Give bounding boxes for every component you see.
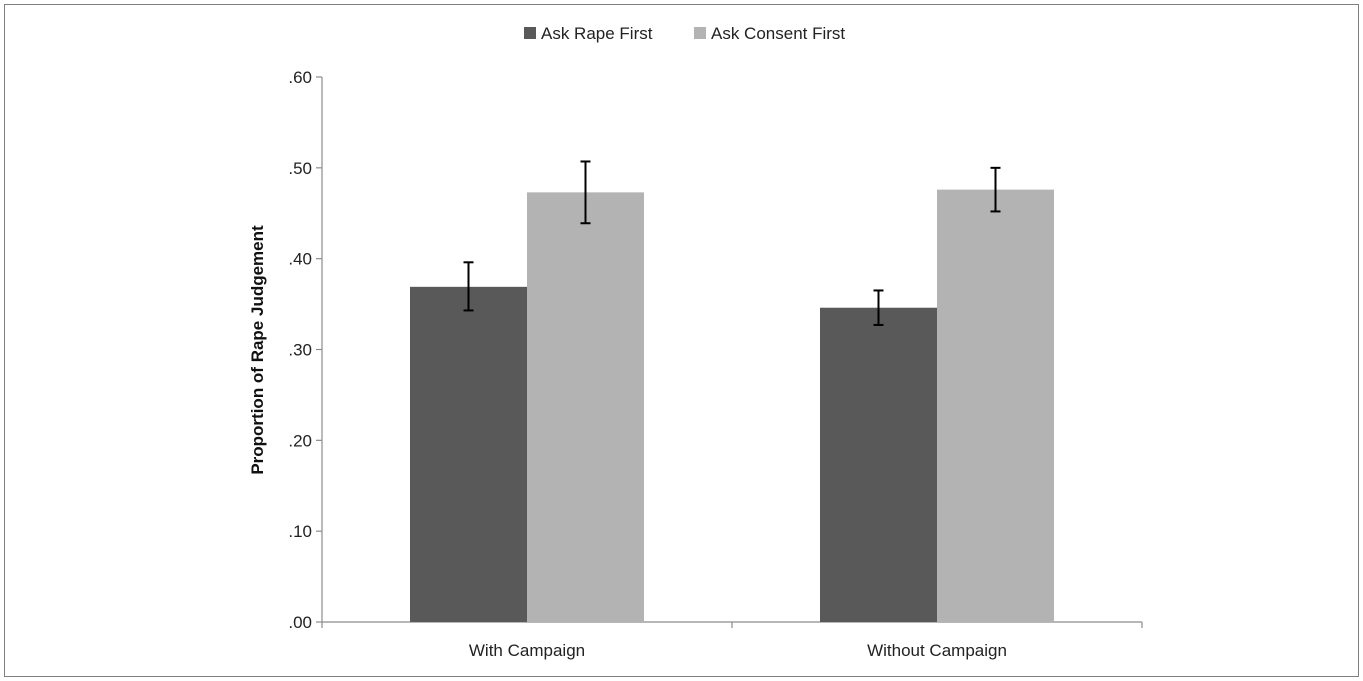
legend-label-ask-consent-first: Ask Consent First <box>711 24 845 43</box>
bar-ask-consent-first <box>527 192 644 622</box>
category-labels: With Campaign Without Campaign <box>469 641 1007 660</box>
bars <box>410 189 1054 622</box>
bar-ask-rape-first <box>410 286 527 622</box>
y-tick-label: .40 <box>288 250 312 269</box>
legend: Ask Rape First Ask Consent First <box>524 24 845 43</box>
x-axis <box>321 621 1143 628</box>
x-category-label: Without Campaign <box>867 641 1007 660</box>
legend-swatch-ask-consent-first <box>694 27 706 39</box>
y-tick-label: .50 <box>288 159 312 178</box>
error-bars <box>463 160 1001 326</box>
bar-ask-rape-first <box>820 307 937 622</box>
y-tick-label: .60 <box>288 68 312 87</box>
y-axis: .00 .10 .20 .30 .40 .50 .60 <box>288 68 323 632</box>
bar-ask-consent-first <box>937 189 1054 622</box>
y-tick-label: .10 <box>288 522 312 541</box>
x-category-label: With Campaign <box>469 641 585 660</box>
y-tick-label: .30 <box>288 341 312 360</box>
y-axis-title: Proportion of Rape Judgement <box>248 225 267 475</box>
y-tick-label: .20 <box>288 431 312 450</box>
legend-label-ask-rape-first: Ask Rape First <box>541 24 653 43</box>
chart-frame <box>4 4 1359 677</box>
legend-swatch-ask-rape-first <box>524 27 536 39</box>
y-tick-label: .00 <box>288 613 312 632</box>
